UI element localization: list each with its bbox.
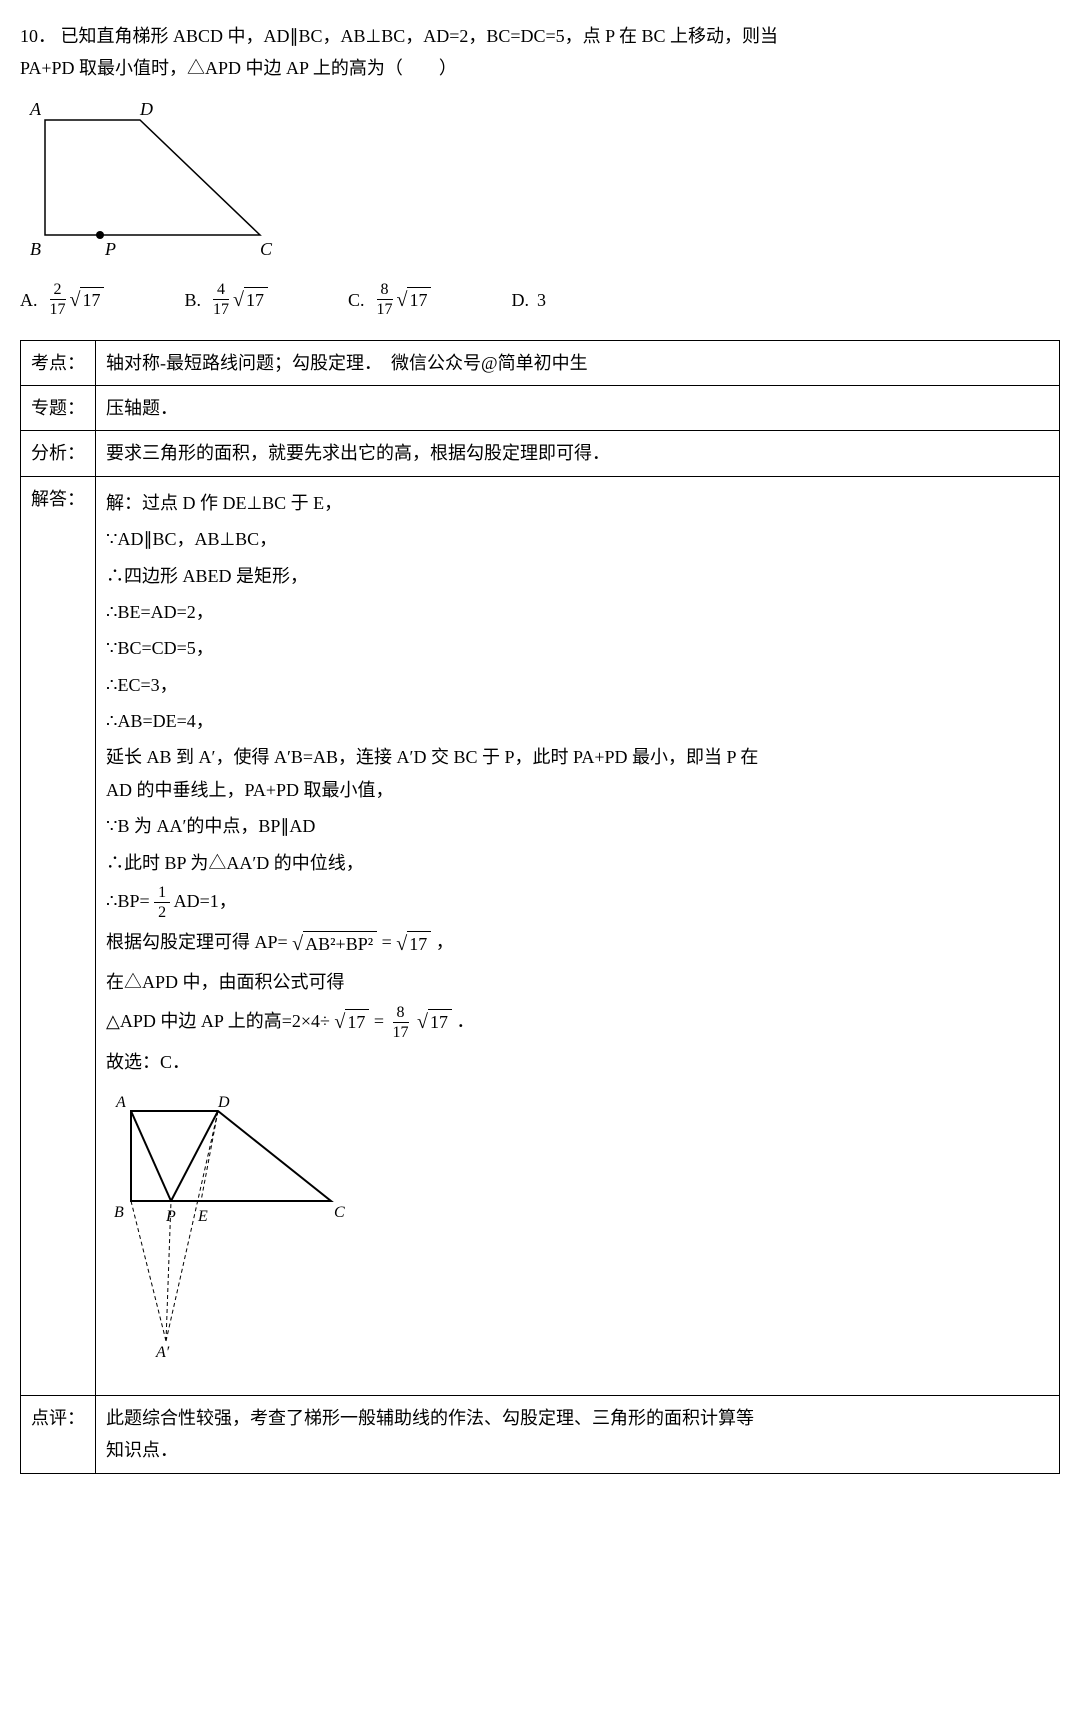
- line-BAprime: [131, 1201, 166, 1341]
- row-kaodian: 考点： 轴对称-最短路线问题；勾股定理． 微信公众号@简单初中生: [21, 340, 1060, 385]
- s-label-B: B: [114, 1204, 124, 1221]
- kaodian-label: 考点：: [21, 340, 96, 385]
- point-P: [96, 231, 104, 239]
- question-line2: PA+PD 取最小值时，△APD 中边 AP 上的高为（ ）: [20, 58, 457, 78]
- s-label-C: C: [334, 1204, 345, 1221]
- step-2: ∵AD∥BC，AB⊥BC，: [106, 523, 1049, 555]
- option-B: B. 4 17 17: [184, 280, 268, 319]
- dianping-line1: 此题综合性较强，考查了梯形一般辅助线的作法、勾股定理、三角形的面积计算等: [106, 1408, 754, 1428]
- figure-trapezoid: A D B C P: [20, 95, 1060, 270]
- option-B-label: B.: [184, 284, 201, 316]
- solution-table: 考点： 轴对称-最短路线问题；勾股定理． 微信公众号@简单初中生 专题： 压轴题…: [20, 340, 1060, 1474]
- step-14-sqrt1: 17: [334, 1004, 369, 1040]
- zhuanti-label: 专题：: [21, 385, 96, 430]
- s-label-E: E: [197, 1208, 208, 1225]
- option-C-fraction: 8 17: [373, 280, 397, 319]
- option-D-label: D.: [511, 284, 529, 316]
- option-B-fraction: 4 17: [209, 280, 233, 319]
- step-4: ∴BE=AD=2，: [106, 596, 1049, 628]
- step-9: ∵B 为 AA′的中点，BP∥AD: [106, 810, 1049, 842]
- label-D: D: [139, 99, 153, 119]
- dianping-label: 点评：: [21, 1395, 96, 1473]
- option-A-label: A.: [20, 284, 38, 316]
- option-A-fraction: 2 17: [46, 280, 70, 319]
- step-12: 根据勾股定理可得 AP= AB²+BP² = 17 ，: [106, 926, 1049, 962]
- label-A: A: [29, 99, 42, 119]
- dianping-body: 此题综合性较强，考查了梯形一般辅助线的作法、勾股定理、三角形的面积计算等 知识点…: [96, 1395, 1060, 1473]
- step-3: ∴四边形 ABED 是矩形，: [106, 560, 1049, 592]
- question-line1: 已知直角梯形 ABCD 中，AD∥BC，AB⊥BC，AD=2，BC=DC=5，点…: [61, 26, 779, 46]
- row-fenxi: 分析： 要求三角形的面积，就要先求出它的高，根据勾股定理即可得．: [21, 431, 1060, 476]
- figure-solution: A D B C P E A′: [106, 1089, 1049, 1379]
- label-P: P: [104, 239, 116, 259]
- question-block: 10． 已知直角梯形 ABCD 中，AD∥BC，AB⊥BC，AD=2，BC=DC…: [20, 20, 1060, 320]
- s-trapezoid: [131, 1111, 331, 1201]
- label-C: C: [260, 239, 273, 259]
- fenxi-text: 要求三角形的面积，就要先求出它的高，根据勾股定理即可得．: [96, 431, 1060, 476]
- option-D: D. 3: [511, 280, 546, 319]
- option-B-sqrt: 17: [233, 282, 268, 318]
- line-PD: [171, 1111, 218, 1201]
- step-7: ∴AB=DE=4，: [106, 705, 1049, 737]
- s-label-D: D: [217, 1094, 230, 1111]
- kaodian-text: 轴对称-最短路线问题；勾股定理． 微信公众号@简单初中生: [96, 340, 1060, 385]
- step-14: △APD 中边 AP 上的高=2×4÷ 17 = 8 17 17 ．: [106, 1003, 1049, 1042]
- row-dianping: 点评： 此题综合性较强，考查了梯形一般辅助线的作法、勾股定理、三角形的面积计算等…: [21, 1395, 1060, 1473]
- step-10: ∴此时 BP 为△AA′D 的中位线，: [106, 847, 1049, 879]
- zhuanti-text: 压轴题．: [96, 385, 1060, 430]
- step-6: ∴EC=3，: [106, 669, 1049, 701]
- line-AprimeD: [166, 1111, 218, 1341]
- option-A: A. 2 17 17: [20, 280, 104, 319]
- trapezoid-svg: A D B C P: [20, 95, 290, 260]
- step-11-fraction: 1 2: [154, 883, 170, 922]
- jieda-label: 解答：: [21, 476, 96, 1395]
- trapezoid-shape: [45, 120, 260, 235]
- s-label-A: A: [115, 1094, 126, 1111]
- step-1: 解：过点 D 作 DE⊥BC 于 E，: [106, 487, 1049, 519]
- options-row: A. 2 17 17 B. 4 17 17 C.: [20, 280, 1060, 319]
- option-C-sqrt: 17: [397, 282, 432, 318]
- step-14-fraction: 8 17: [389, 1003, 413, 1042]
- step-11: ∴BP= 1 2 AD=1，: [106, 883, 1049, 922]
- line-DE: [201, 1111, 218, 1201]
- row-jieda: 解答： 解：过点 D 作 DE⊥BC 于 E， ∵AD∥BC，AB⊥BC， ∴四…: [21, 476, 1060, 1395]
- jieda-body: 解：过点 D 作 DE⊥BC 于 E， ∵AD∥BC，AB⊥BC， ∴四边形 A…: [96, 476, 1060, 1395]
- step-5: ∵BC=CD=5，: [106, 632, 1049, 664]
- option-C: C. 8 17 17: [348, 280, 432, 319]
- step-13: 在△APD 中，由面积公式可得: [106, 966, 1049, 998]
- option-C-label: C.: [348, 284, 365, 316]
- line-AP: [131, 1111, 171, 1201]
- label-B: B: [30, 239, 41, 259]
- row-zhuanti: 专题： 压轴题．: [21, 385, 1060, 430]
- option-D-value: 3: [537, 284, 546, 316]
- solution-svg: A D B C P E A′: [106, 1089, 356, 1369]
- step-8: 延长 AB 到 A′，使得 A′B=AB，连接 A′D 交 BC 于 P，此时 …: [106, 741, 1049, 806]
- question-text: 10． 已知直角梯形 ABCD 中，AD∥BC，AB⊥BC，AD=2，BC=DC…: [20, 20, 1060, 85]
- fenxi-label: 分析：: [21, 431, 96, 476]
- step-15: 故选：C．: [106, 1046, 1049, 1078]
- step-12-sqrt2: 17: [396, 926, 431, 962]
- s-label-P: P: [165, 1208, 176, 1225]
- dianping-line2: 知识点．: [106, 1440, 178, 1460]
- s-label-Aprime: A′: [155, 1344, 170, 1361]
- step-14-sqrt2: 17: [417, 1004, 452, 1040]
- question-number: 10．: [20, 26, 56, 46]
- option-A-sqrt: 17: [70, 282, 105, 318]
- step-12-sqrt1: AB²+BP²: [292, 926, 377, 962]
